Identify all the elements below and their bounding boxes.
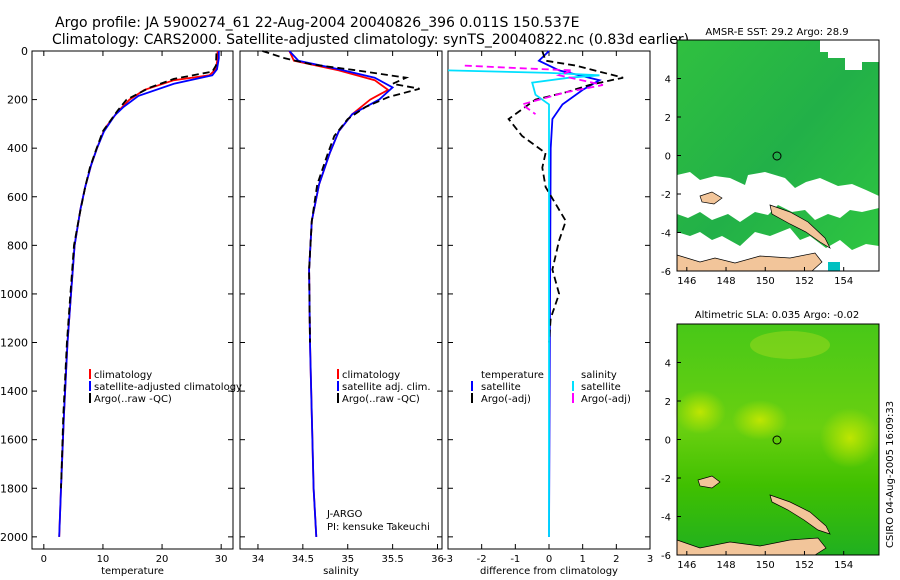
temperature-xtick-label: 30 bbox=[215, 554, 228, 565]
map-axes: 146 148 150 152 154 -6 -4 -2 0 2 4 146 148 150 152 154 -… bbox=[661, 75, 853, 572]
salinity-xtick-label: 34.5 bbox=[292, 554, 314, 565]
salinity-legend-label: Argo(..raw -QC) bbox=[342, 394, 420, 405]
temperature-ytick-label: 200 bbox=[7, 94, 28, 107]
difference-series-3 bbox=[464, 64, 604, 115]
sla-map-ytick-label: 4 bbox=[665, 359, 671, 370]
temperature-ytick-label: 800 bbox=[7, 239, 28, 252]
difference-xtick-label: 0 bbox=[546, 554, 552, 565]
salinity-xtick-label: 34 bbox=[252, 554, 265, 565]
temperature-ytick-label: 0 bbox=[21, 45, 28, 58]
sst-cloud-mask bbox=[677, 40, 879, 271]
sla-map-xtick-label: 148 bbox=[716, 560, 735, 571]
sla-map-xtick-label: 146 bbox=[677, 560, 696, 571]
sla-land bbox=[676, 475, 831, 556]
footer-credit: CSIRO 04-Aug-2005 16:09:33 bbox=[885, 401, 896, 548]
temperature-panel: 0 10 20 30 temperature 0 200 400 600 800 1000 1200 1… bbox=[0, 45, 242, 577]
sst-map-ytick-label: 0 bbox=[665, 152, 671, 163]
diff-legend-label: salinity bbox=[581, 370, 617, 381]
salinity-xlabel: salinity bbox=[323, 566, 359, 577]
temperature-xtick-label: 0 bbox=[41, 554, 47, 565]
diff-legend-label: temperature bbox=[481, 370, 544, 381]
sla-map-ytick-label: 0 bbox=[665, 436, 671, 447]
temperature-frame bbox=[31, 50, 234, 550]
temperature-xtick-label: 10 bbox=[97, 554, 110, 565]
temperature-ytick-label: 1400 bbox=[0, 385, 28, 398]
salinity-frame bbox=[239, 50, 443, 550]
salinity-series-0 bbox=[288, 50, 390, 537]
sla-map-title: Altimetric SLA: 0.035 Argo: -0.02 bbox=[695, 310, 860, 321]
difference-panel: -3 -2 -1 0 1 2 3 difference from climatology tem… bbox=[443, 50, 653, 577]
diff-legend-label: Argo(-adj) bbox=[581, 394, 631, 405]
temperature-ytick-label: 1800 bbox=[0, 482, 28, 495]
sst-land bbox=[676, 191, 831, 272]
salinity-series-1 bbox=[288, 50, 395, 537]
temperature-series-0 bbox=[58, 51, 219, 537]
sla-map-ytick-label: 2 bbox=[665, 397, 671, 408]
diff-legend-label: satellite bbox=[581, 382, 621, 393]
sst-map-xtick-label: 150 bbox=[756, 276, 775, 287]
sla-float-marker bbox=[772, 435, 782, 445]
sla-map-xtick-label: 150 bbox=[756, 560, 775, 571]
difference-xtick-label: 1 bbox=[579, 554, 585, 565]
temperature-legend-label: satellite-adjusted climatology bbox=[94, 382, 242, 393]
sla-map-panel: Altimetric SLA: 0.035 Argo: -0.02 bbox=[674, 310, 880, 556]
difference-xtick-label: -1 bbox=[510, 554, 520, 565]
salinity-series-2 bbox=[262, 50, 420, 343]
sst-map-xtick-label: 152 bbox=[795, 276, 814, 287]
sst-map-xtick-label: 154 bbox=[834, 276, 853, 287]
sst-map-ytick-label: -4 bbox=[661, 229, 671, 240]
difference-xtick-label: -3 bbox=[443, 554, 453, 565]
temperature-ytick-label: 1200 bbox=[0, 337, 28, 350]
temperature-ytick-label: 1000 bbox=[0, 288, 28, 301]
sst-map-xtick-label: 148 bbox=[716, 276, 735, 287]
difference-xtick-label: -2 bbox=[477, 554, 487, 565]
difference-xtick-label: 3 bbox=[647, 554, 653, 565]
sla-map-ytick-label: -6 bbox=[661, 551, 671, 562]
difference-xtick-label: 2 bbox=[613, 554, 619, 565]
temperature-xtick-label: 20 bbox=[156, 554, 169, 565]
diff-legend-label: satellite bbox=[481, 382, 521, 393]
sla-map-xtick-label: 154 bbox=[834, 560, 853, 571]
temperature-ytick-label: 400 bbox=[7, 142, 28, 155]
pi-label: PI: kensuke Takeuchi bbox=[327, 522, 430, 533]
sst-field bbox=[677, 40, 879, 271]
sst-float-marker bbox=[772, 151, 782, 161]
sst-map-xtick-label: 146 bbox=[677, 276, 696, 287]
salinity-xtick-label: 35.5 bbox=[381, 554, 403, 565]
sst-map-ytick-label: -6 bbox=[661, 267, 671, 278]
temperature-series-2 bbox=[60, 53, 218, 489]
temperature-xlabel: temperature bbox=[101, 566, 164, 577]
salinity-legend-label: satellite adj. clim. bbox=[342, 382, 431, 393]
difference-series-0 bbox=[537, 50, 602, 537]
diff-legend-label: Argo(-adj) bbox=[481, 394, 531, 405]
temperature-legend-label: Argo(..raw -QC) bbox=[94, 394, 172, 405]
temperature-ytick-label: 600 bbox=[7, 191, 28, 204]
salinity-xtick-label: 35 bbox=[341, 554, 354, 565]
sst-map-title: AMSR-E SST: 29.2 Argo: 28.9 bbox=[705, 27, 848, 38]
salinity-panel: 34 34.5 35 35.5 36 salinity climatologysatelli… bbox=[239, 50, 444, 577]
title-line-2: Climatology: CARS2000. Satellite-adjuste… bbox=[52, 32, 689, 48]
difference-xlabel: difference from climatology bbox=[480, 566, 618, 577]
sla-map-xtick-label: 152 bbox=[795, 560, 814, 571]
sst-map-ytick-label: -2 bbox=[661, 190, 671, 201]
sst-cyan-patch bbox=[828, 262, 840, 271]
sst-map-ytick-label: 2 bbox=[665, 113, 671, 124]
sst-map-ytick-label: 4 bbox=[665, 75, 671, 86]
temperature-ytick-label: 2000 bbox=[0, 531, 28, 544]
title-line-1: Argo profile: JA 5900274_61 22-Aug-2004 … bbox=[55, 15, 580, 31]
difference-series-1 bbox=[507, 50, 624, 343]
jargo-label: J-ARGO bbox=[326, 509, 363, 520]
sst-map-panel: AMSR-E SST: 29.2 Argo: 28.9 bbox=[676, 27, 880, 272]
temperature-ytick-label: 1600 bbox=[0, 434, 28, 447]
temperature-legend-label: climatology bbox=[94, 370, 152, 381]
difference-series-2 bbox=[447, 69, 600, 537]
salinity-xtick-label: 36 bbox=[431, 554, 444, 565]
sla-highlights bbox=[674, 331, 880, 468]
salinity-legend-label: climatology bbox=[342, 370, 400, 381]
sla-map-ytick-label: -4 bbox=[661, 513, 671, 524]
sla-map-ytick-label: -2 bbox=[661, 474, 671, 485]
temperature-series-1 bbox=[58, 51, 220, 537]
